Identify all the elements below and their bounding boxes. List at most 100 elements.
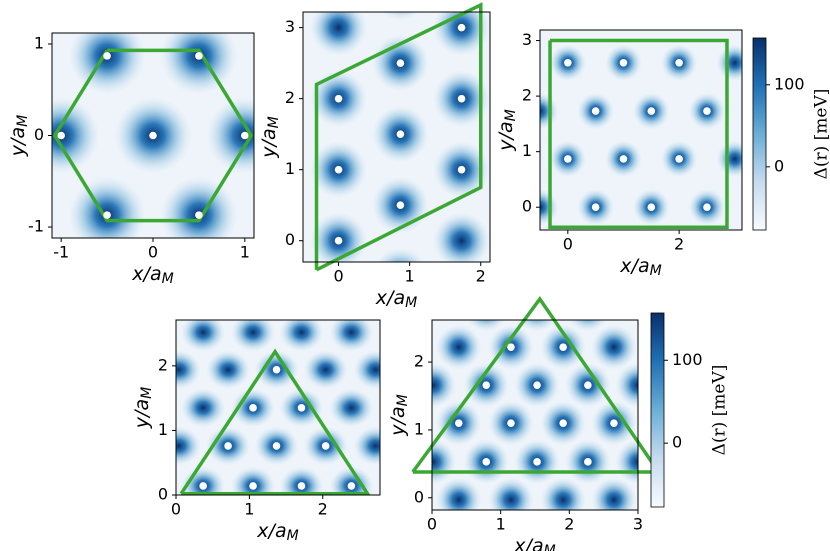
point (224, 442, 232, 450)
axis-label-sub: M (162, 271, 174, 287)
axis-label-sub: M (650, 263, 662, 279)
x-tick-label: 1 (405, 267, 415, 286)
point (703, 203, 711, 212)
maximum (615, 362, 638, 408)
maximum (329, 320, 374, 352)
point (619, 155, 628, 163)
point (703, 107, 711, 115)
axis-label-text: x/a (256, 520, 286, 542)
point (195, 211, 203, 219)
maximum (353, 426, 380, 466)
x-tick-label: 0 (563, 235, 573, 254)
maximum (176, 350, 201, 390)
x-tick-label: 1 (244, 500, 254, 519)
point (507, 343, 515, 351)
axis-label: x/aM (375, 287, 417, 312)
y-tick-label: 2 (285, 88, 295, 107)
maximum (466, 320, 507, 332)
axis-label: y/aM (7, 115, 32, 157)
point (272, 365, 281, 374)
maximum (279, 466, 324, 495)
axis-label-text: x/a (513, 535, 543, 551)
point (396, 201, 405, 209)
maximum (303, 350, 348, 390)
x-tick-label: 1 (240, 243, 250, 262)
axis-label-sub: M (405, 295, 417, 311)
maximum (591, 324, 637, 370)
point (675, 155, 683, 163)
maximum (517, 320, 557, 332)
maximum (303, 123, 306, 145)
point (249, 482, 257, 490)
maximum (433, 212, 490, 262)
axis-label-sub: M (266, 116, 282, 128)
maximum (591, 477, 637, 510)
point (149, 131, 157, 140)
y-tick-label: 2 (158, 355, 168, 374)
point (454, 419, 463, 427)
point (507, 419, 515, 427)
axis-label-text: x/a (375, 287, 405, 309)
point (457, 94, 466, 103)
maximum (181, 466, 226, 495)
point (334, 94, 343, 103)
maximum (716, 44, 742, 82)
point (610, 419, 618, 427)
axis-label-text: y/a (7, 127, 29, 157)
point (647, 107, 656, 115)
maximum (353, 350, 380, 390)
frame (431, 319, 639, 511)
maximum (375, 247, 426, 262)
y-tick-label: 0 (34, 125, 44, 144)
x-tick-label: 2 (318, 500, 328, 519)
point (559, 419, 567, 427)
frame (539, 29, 743, 231)
cb-label: Δ(r) [meV] (812, 89, 830, 180)
point (533, 381, 541, 389)
axis-label: y/aM (258, 116, 283, 158)
point (297, 482, 306, 490)
outline (411, 295, 662, 474)
maximum (310, 12, 367, 57)
maximum (176, 426, 201, 466)
maximum (380, 12, 421, 21)
point (347, 482, 356, 490)
axis-label: x/aM (513, 535, 555, 551)
point (457, 165, 466, 174)
point (103, 211, 111, 219)
x-tick-label: 0 (171, 500, 181, 519)
axis-label-sub: M (15, 115, 31, 127)
point (334, 165, 343, 174)
point (396, 130, 405, 138)
colorbar (650, 312, 665, 508)
maximum (436, 477, 482, 510)
x-tick-label: 1 (496, 515, 506, 534)
maximum (206, 350, 251, 390)
colorbar (752, 37, 767, 231)
maximum (181, 320, 226, 352)
axis-label: y/aM (495, 109, 520, 151)
point (241, 131, 249, 140)
maximum (329, 388, 374, 428)
axis-label-sub: M (395, 394, 411, 406)
frame (175, 319, 381, 496)
point (297, 404, 306, 412)
y-tick-label: 0 (158, 485, 168, 504)
heatmap (432, 320, 638, 510)
x-tick-label: 0 (427, 515, 437, 534)
y-tick-label: 1 (414, 419, 424, 438)
point (321, 442, 330, 450)
axis-label-text: x/a (619, 255, 649, 277)
point (675, 58, 683, 67)
maximum (303, 194, 306, 216)
x-tick-label: 0 (148, 243, 158, 262)
maximum (231, 466, 276, 495)
axis-label-text: y/a (131, 399, 153, 429)
heatmap (303, 12, 490, 262)
point (249, 404, 257, 412)
axis-label-sub: M (503, 109, 519, 121)
maximum (52, 97, 100, 174)
axis-label-sub: M (544, 543, 556, 551)
outline (548, 38, 729, 229)
x-tick-label: 0 (333, 267, 343, 286)
